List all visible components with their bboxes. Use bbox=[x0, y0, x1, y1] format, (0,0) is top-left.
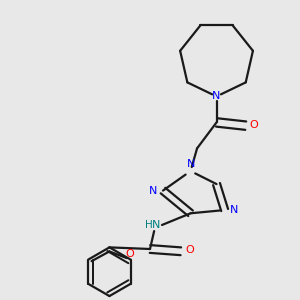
Text: O: O bbox=[185, 245, 194, 255]
Text: O: O bbox=[125, 249, 134, 259]
Text: O: O bbox=[250, 120, 258, 130]
Text: N: N bbox=[186, 159, 195, 169]
Text: H: H bbox=[145, 220, 153, 230]
Text: N: N bbox=[152, 220, 161, 230]
Text: N: N bbox=[212, 92, 221, 101]
Text: N: N bbox=[149, 186, 158, 196]
Text: N: N bbox=[230, 205, 238, 215]
